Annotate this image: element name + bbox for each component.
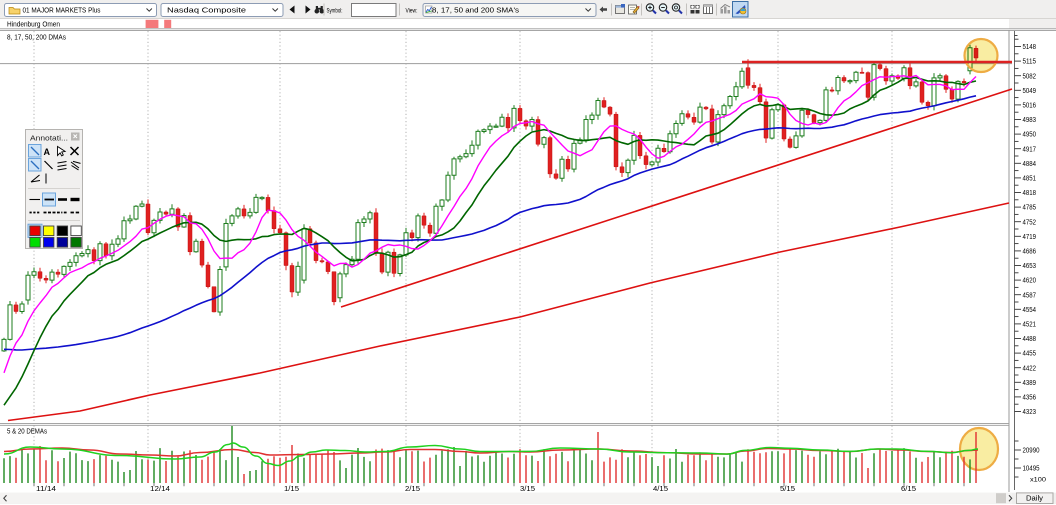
- svg-text:10495: 10495: [1023, 466, 1040, 473]
- svg-text:6/15: 6/15: [901, 486, 916, 493]
- svg-text:4/15: 4/15: [653, 486, 668, 493]
- svg-text:3/15: 3/15: [520, 486, 535, 493]
- svg-text:4785: 4785: [1023, 205, 1037, 212]
- svg-text:1/15: 1/15: [284, 486, 299, 493]
- svg-text:Symbol:: Symbol:: [327, 7, 343, 14]
- svg-text:8, 17, 50 and 200 SMA's: 8, 17, 50 and 200 SMA's: [432, 7, 520, 14]
- svg-text:4620: 4620: [1023, 278, 1037, 285]
- svg-text:4884: 4884: [1023, 161, 1037, 168]
- svg-text:8, 17, 50, 200 DMAs: 8, 17, 50, 200 DMAs: [7, 35, 66, 42]
- svg-text:4752: 4752: [1023, 219, 1037, 226]
- svg-text:Annotati...: Annotati...: [30, 134, 68, 143]
- svg-text:5148: 5148: [1023, 44, 1037, 51]
- svg-text:4356: 4356: [1023, 395, 1037, 402]
- svg-text:4587: 4587: [1023, 292, 1037, 299]
- svg-text:4521: 4521: [1023, 322, 1037, 329]
- svg-text:4653: 4653: [1023, 263, 1037, 270]
- svg-text:A: A: [44, 147, 51, 157]
- svg-text:4950: 4950: [1023, 132, 1037, 139]
- svg-text:20990: 20990: [1023, 448, 1040, 455]
- svg-text:01 MAJOR MARKETS Plus: 01 MAJOR MARKETS Plus: [23, 7, 101, 14]
- svg-text:12/14: 12/14: [150, 486, 170, 493]
- svg-text:2/15: 2/15: [405, 486, 420, 493]
- svg-text:4389: 4389: [1023, 380, 1037, 387]
- svg-text:Hindenburg Omen: Hindenburg Omen: [7, 21, 60, 28]
- svg-text:4323: 4323: [1023, 409, 1037, 416]
- svg-text:4686: 4686: [1023, 249, 1037, 256]
- svg-text:4422: 4422: [1023, 365, 1037, 372]
- svg-text:View:: View:: [406, 7, 418, 14]
- svg-text:5 & 20 DEMAs: 5 & 20 DEMAs: [7, 429, 47, 436]
- svg-text:5115: 5115: [1023, 59, 1037, 66]
- svg-text:4851: 4851: [1023, 176, 1037, 183]
- svg-text:Daily: Daily: [1026, 496, 1044, 503]
- svg-text:5016: 5016: [1023, 103, 1037, 110]
- svg-text:x100: x100: [1030, 477, 1046, 484]
- svg-text:5082: 5082: [1023, 73, 1037, 80]
- svg-text:4455: 4455: [1023, 351, 1037, 358]
- svg-text:5049: 5049: [1023, 88, 1037, 95]
- svg-text:4554: 4554: [1023, 307, 1037, 314]
- svg-text:4818: 4818: [1023, 190, 1037, 197]
- svg-text:4983: 4983: [1023, 117, 1037, 124]
- svg-text:4719: 4719: [1023, 234, 1037, 241]
- svg-text:4917: 4917: [1023, 146, 1037, 153]
- svg-text:Nasdaq Composite: Nasdaq Composite: [167, 5, 246, 14]
- svg-text:11/14: 11/14: [36, 486, 56, 493]
- svg-text:4488: 4488: [1023, 336, 1037, 343]
- svg-text:5/15: 5/15: [780, 486, 795, 493]
